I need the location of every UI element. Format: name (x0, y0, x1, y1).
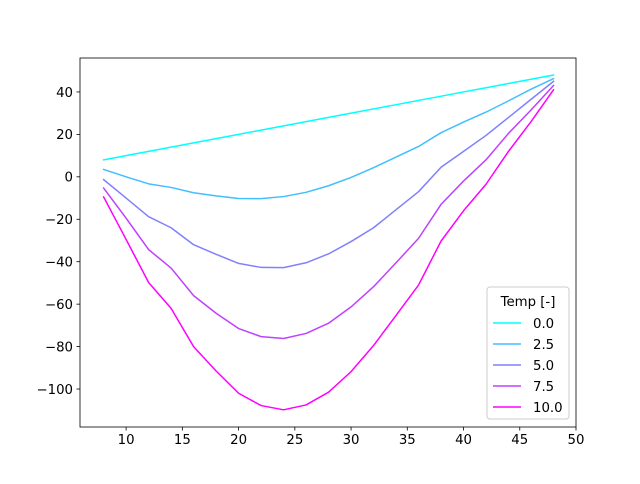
legend-label-4: 10.0 (533, 401, 563, 416)
y-tick-label: −100 (36, 383, 73, 398)
y-tick-label: −40 (45, 256, 73, 271)
series-line-4 (102, 88, 555, 411)
series-line-2 (102, 80, 555, 269)
x-tick-label: 45 (511, 433, 528, 448)
plot-lines (102, 74, 555, 411)
series-line-0 (102, 74, 555, 161)
x-tick-label: 35 (399, 433, 416, 448)
x-tick-label: 15 (174, 433, 191, 448)
series-line-1 (102, 77, 555, 200)
legend: Temp [-] 0.0 2.5 5.0 7.5 10.0 (486, 286, 570, 420)
x-tick-label: 25 (286, 433, 303, 448)
x-axis: 10 15 20 25 30 35 40 45 50 (118, 427, 585, 448)
y-tick-label: −20 (45, 213, 73, 228)
x-tick-label: 10 (118, 433, 135, 448)
y-tick-label: 20 (56, 128, 73, 143)
y-tick-label: −80 (45, 340, 73, 355)
legend-label-2: 5.0 (533, 359, 554, 374)
x-tick-label: 40 (455, 433, 472, 448)
y-axis: −100 −80 −60 −40 −20 0 20 40 (36, 86, 80, 398)
x-tick-label: 20 (230, 433, 247, 448)
y-tick-label: −60 (45, 298, 73, 313)
legend-title: Temp [-] (500, 295, 556, 310)
legend-label-3: 7.5 (533, 380, 554, 395)
y-tick-label: 40 (56, 86, 73, 101)
legend-label-1: 2.5 (533, 338, 554, 353)
legend-label-0: 0.0 (533, 317, 554, 332)
y-tick-label: 0 (65, 171, 73, 186)
x-tick-label: 30 (343, 433, 360, 448)
plot-frame (79, 57, 577, 428)
x-tick-label: 50 (568, 433, 585, 448)
series-line-3 (102, 84, 555, 340)
